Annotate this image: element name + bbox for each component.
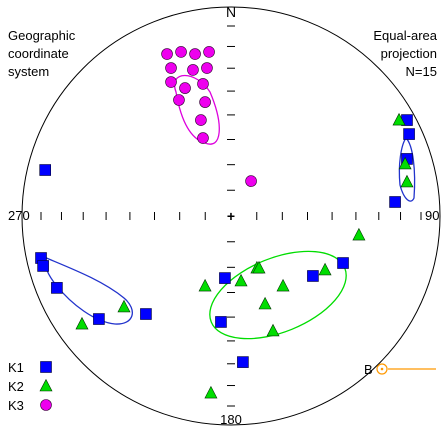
k3-point: [199, 96, 211, 108]
k1-point: [215, 316, 227, 328]
k1-point: [337, 257, 349, 269]
legend: K1 K2 K3: [8, 360, 53, 413]
k3-point: [197, 132, 209, 144]
projection-label-line-2: projection: [381, 46, 437, 61]
center-cross: +: [227, 208, 235, 224]
k2-point: [75, 316, 89, 330]
k2-point: [258, 296, 272, 310]
k1-point: [140, 308, 152, 320]
coordinate-system-label-line-1: Geographic: [8, 28, 76, 43]
k3-point: [175, 46, 187, 58]
west-label: 270: [8, 208, 30, 223]
k2-point: [400, 174, 414, 188]
legend-symbol-k1: [40, 361, 52, 373]
bedding-label: B: [364, 362, 373, 377]
bedding-marker: B: [364, 362, 436, 377]
legend-label-k2: K2: [8, 379, 24, 394]
k2-point: [352, 227, 366, 241]
legend-label-k1: K1: [8, 360, 24, 375]
k2-point: [398, 156, 412, 170]
k2-confidence-ellipse: [209, 250, 347, 340]
k1-point: [93, 313, 105, 325]
axis-ticks: [40, 25, 422, 407]
north-label: N: [226, 4, 236, 20]
k2-point: [276, 278, 290, 292]
coordinate-system-label-line-2: coordinate: [8, 46, 69, 61]
coordinate-system-label-line-3: system: [8, 64, 49, 79]
primitive-circle: [21, 6, 441, 426]
k3-point: [161, 48, 173, 60]
k1-point: [403, 128, 415, 140]
bedding-pole-dot: [380, 367, 384, 371]
k3-point: [165, 62, 177, 74]
projection-label-line-1: Equal-area: [373, 28, 437, 43]
k1-point: [39, 164, 51, 176]
east-label: 90: [425, 208, 439, 223]
k1-point: [237, 356, 249, 368]
k3-point: [245, 175, 257, 187]
bedding-pole-symbol: [376, 363, 388, 375]
k2-point: [392, 112, 406, 126]
k2-point: [198, 278, 212, 292]
legend-label-k3: K3: [8, 398, 24, 413]
k3-point: [189, 48, 201, 60]
legend-symbol-k3: [40, 399, 52, 411]
k1-point: [307, 270, 319, 282]
k3-point: [165, 76, 177, 88]
k1-point: [51, 282, 63, 294]
k3-point: [173, 94, 185, 106]
legend-symbol-k2: [39, 378, 53, 392]
k2-point: [117, 299, 131, 313]
k2-point: [318, 262, 332, 276]
k2-point: [266, 323, 280, 337]
k3-point: [187, 64, 199, 76]
k1-point: [219, 272, 231, 284]
south-label: 180: [220, 412, 242, 427]
k1-confidence-ellipse-west: [43, 256, 133, 325]
k3-point: [195, 114, 207, 126]
k3-point: [201, 62, 213, 74]
k3-point: [203, 46, 215, 58]
k3-point: [197, 78, 209, 90]
k3-confidence-ellipse: [173, 75, 220, 145]
k1-confidence-ellipse-east: [398, 136, 416, 202]
k1-point: [389, 196, 401, 208]
k3-point: [179, 82, 191, 94]
k2-point: [234, 273, 248, 287]
data-points: [35, 46, 415, 399]
k1-point: [37, 260, 49, 272]
k2-point: [204, 385, 218, 399]
n-count-label: N=15: [406, 64, 437, 79]
k2-point: [252, 260, 266, 274]
